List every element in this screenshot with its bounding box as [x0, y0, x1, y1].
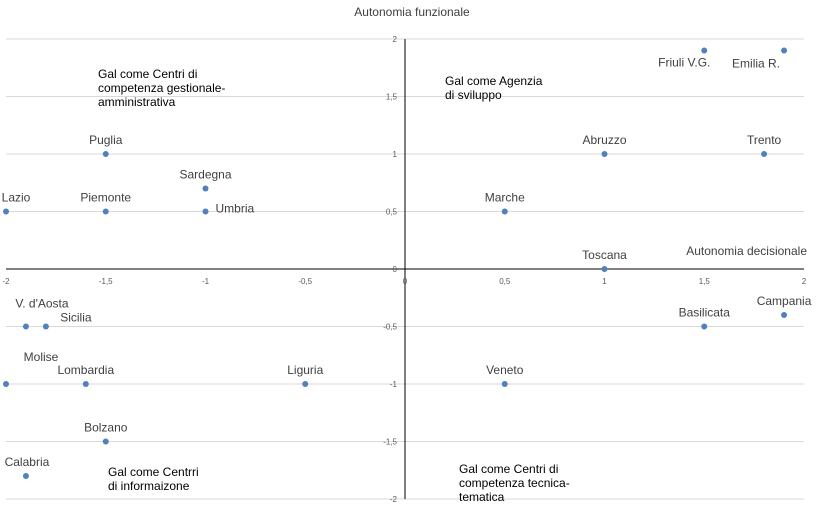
y-tick-label: -0,5 [383, 323, 397, 332]
x-tick-label: 1 [602, 277, 607, 286]
point-label: Lombardia [57, 363, 114, 377]
point-label: Veneto [486, 363, 524, 377]
data-point [22, 473, 29, 479]
data-point [781, 47, 788, 54]
data-point [42, 323, 49, 330]
data-point [82, 381, 89, 387]
point-label: Abruzzo [582, 133, 626, 147]
y-tick-labels: 2 1,5 1 0,5 0 -0,5 -1 -1,5 -2 [383, 35, 397, 504]
point-label: Piemonte [80, 191, 131, 205]
data-point [3, 208, 9, 215]
y-tick-label: -2 [390, 495, 398, 504]
point-label: Toscana [582, 248, 627, 262]
data-point [102, 438, 109, 445]
point-label: Basilicata [679, 306, 731, 320]
x-tick-label: -0,5 [298, 277, 312, 286]
point-label: Emilia R. [732, 57, 780, 71]
data-point [701, 323, 708, 330]
data-point [3, 381, 9, 387]
point-label: Marche [485, 191, 525, 205]
y-axis-title: Autonomia funzionale [354, 5, 470, 19]
quadrant-annotation: Gal come Centrri di informaizone [108, 465, 199, 493]
axes [6, 39, 804, 499]
y-tick-label: 1,5 [386, 93, 398, 102]
data-point [22, 323, 29, 330]
data-point [601, 151, 608, 157]
point-label: Bolzano [84, 421, 128, 435]
x-tick-label: 1,5 [699, 277, 711, 286]
data-point [202, 185, 209, 192]
x-axis-title: Autonomia decisionale [686, 244, 807, 258]
point-label: Friuli V.G. [658, 56, 710, 70]
quadrant-annotations: Gal come Centri di competenza gestionale-… [98, 67, 570, 504]
quadrant-annotation: Gal come Centri di competenza tecnica-tem… [459, 462, 570, 504]
data-point [302, 381, 309, 387]
x-tick-label: 0,5 [499, 277, 511, 286]
data-point [761, 151, 768, 157]
data-point [601, 266, 608, 272]
data-point [102, 208, 109, 215]
point-labels: Friuli V.G. Emilia R. Abruzzo Trento Puglia S… [2, 56, 812, 470]
point-label: Puglia [89, 133, 123, 147]
y-tick-label: 0 [393, 265, 398, 274]
x-tick-label: 2 [802, 277, 807, 286]
y-tick-label: -1,5 [383, 438, 397, 447]
quadrant-annotation: Gal come Centri di competenza gestionale-… [98, 67, 225, 109]
point-label: V. d'Aosta [15, 297, 69, 311]
point-label: Campania [757, 294, 812, 308]
y-tick-label: 1 [393, 150, 398, 159]
quadrant-annotation: Gal come Agenzia di sviluppo [445, 74, 543, 102]
point-label: Molise [24, 350, 59, 364]
data-point [102, 151, 109, 157]
x-tick-label: -1,5 [99, 277, 113, 286]
point-label: Umbria [216, 202, 255, 216]
data-point [501, 381, 508, 387]
point-label: Trento [747, 133, 782, 147]
data-point [781, 312, 788, 318]
data-points [3, 47, 788, 479]
point-label: Sicilia [60, 311, 92, 325]
data-point [701, 47, 708, 54]
x-tick-labels: -2 -1,5 -1 -0,5 0 0,5 1 1,5 2 [2, 277, 806, 286]
y-tick-label: 2 [393, 35, 398, 44]
x-tick-label: -2 [2, 277, 10, 286]
point-label: Sardegna [179, 168, 231, 182]
data-point [501, 208, 508, 215]
point-label: Liguria [287, 363, 323, 377]
point-label: Lazio [2, 191, 31, 205]
x-tick-label: -1 [202, 277, 210, 286]
y-tick-label: 0,5 [386, 208, 398, 217]
point-label: Calabria [5, 455, 50, 469]
data-point [202, 208, 209, 215]
x-tick-label: 0 [403, 277, 408, 286]
y-tick-label: -1 [390, 380, 398, 389]
